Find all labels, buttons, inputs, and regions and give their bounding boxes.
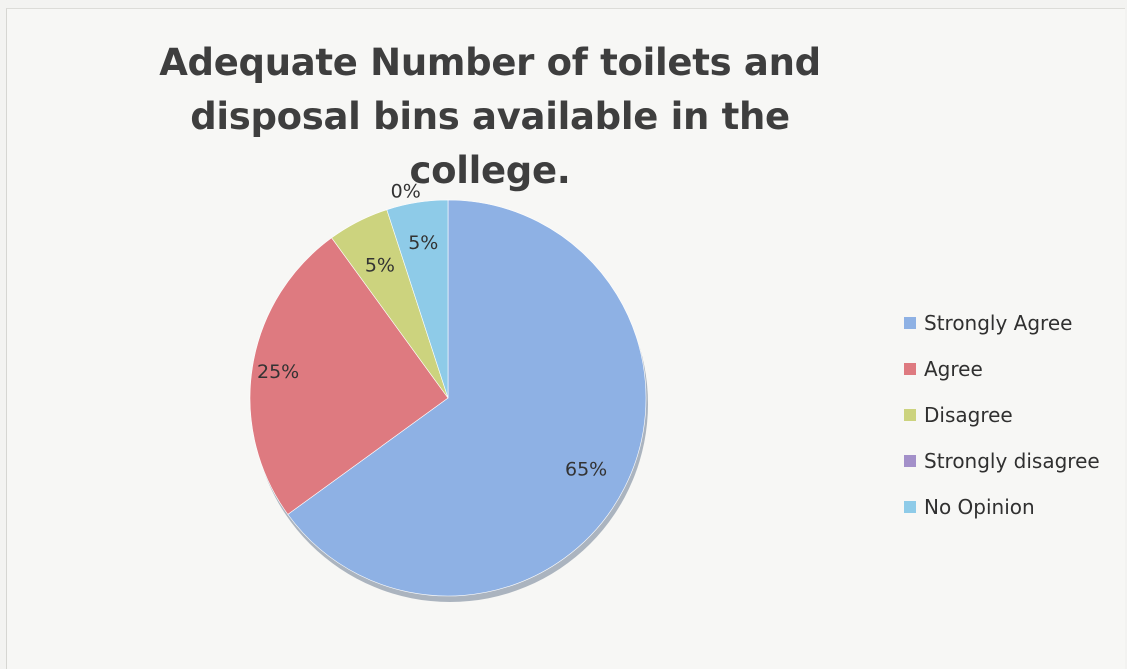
legend-swatch-strongly-disagree [904, 455, 916, 467]
pie-slice-agree [249, 237, 449, 515]
legend-item-agree: Agree [904, 346, 1119, 392]
data-label-agree: 25% [257, 361, 299, 383]
data-label-disagree: 5% [365, 254, 395, 276]
legend: Strongly Agree Agree Disagree Strongly d… [904, 300, 1119, 530]
legend-swatch-strongly-agree [904, 317, 916, 329]
pie-labels: 65% 25% 5% 0% 5% [257, 180, 607, 480]
data-label-no-opinion: 5% [408, 232, 438, 254]
legend-label-no-opinion: No Opinion [924, 495, 1035, 519]
pie-slices [249, 199, 647, 597]
data-label-strongly-disagree: 0% [391, 180, 421, 202]
legend-item-strongly-agree: Strongly Agree [904, 300, 1119, 346]
data-label-strongly-agree: 65% [565, 458, 607, 480]
legend-item-disagree: Disagree [904, 392, 1119, 438]
legend-swatch-agree [904, 363, 916, 375]
legend-item-strongly-disagree: Strongly disagree [904, 438, 1119, 484]
legend-swatch-disagree [904, 409, 916, 421]
legend-label-strongly-agree: Strongly Agree [924, 311, 1073, 335]
pie-slice-strongly-agree [287, 199, 647, 597]
legend-item-no-opinion: No Opinion [904, 484, 1119, 530]
chart-title: Adequate Number of toilets and disposal … [159, 41, 821, 192]
legend-label-agree: Agree [924, 357, 983, 381]
legend-label-strongly-disagree: Strongly disagree [924, 449, 1100, 473]
legend-label-disagree: Disagree [924, 403, 1013, 427]
legend-swatch-no-opinion [904, 501, 916, 513]
pie-slice-no-opinion [386, 199, 449, 399]
